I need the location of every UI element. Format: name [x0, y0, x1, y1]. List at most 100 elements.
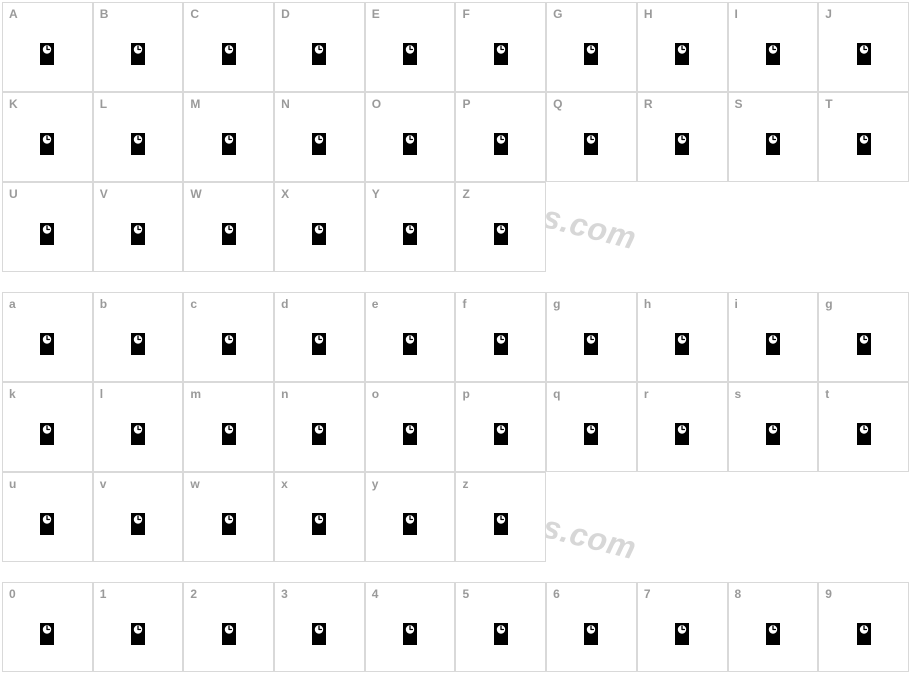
cell-label: y: [372, 477, 379, 491]
glyph-icon: [131, 333, 145, 355]
glyph-cell: P: [455, 92, 546, 182]
glyph-cell: X: [274, 182, 365, 272]
glyph-icon: [131, 623, 145, 645]
glyph-cell: H: [637, 2, 728, 92]
glyph-cell: q: [546, 382, 637, 472]
cell-label: v: [100, 477, 107, 491]
glyph-icon: [40, 133, 54, 155]
grid-section-lowercase: abcdefghigklmnopqrstuvwxyz: [2, 292, 909, 562]
glyph-icon: [131, 513, 145, 535]
glyph-cell: m: [183, 382, 274, 472]
glyph-cell: d: [274, 292, 365, 382]
glyph-icon: [222, 133, 236, 155]
empty-cell: [637, 472, 728, 562]
empty-cell: [728, 472, 819, 562]
glyph-icon: [312, 43, 326, 65]
glyph-icon: [40, 423, 54, 445]
glyph-cell: M: [183, 92, 274, 182]
glyph-icon: [584, 43, 598, 65]
empty-cell: [546, 472, 637, 562]
glyph-cell: L: [93, 92, 184, 182]
glyph-icon: [403, 133, 417, 155]
glyph-icon: [222, 43, 236, 65]
glyph-icon: [403, 43, 417, 65]
glyph-icon: [857, 623, 871, 645]
cell-label: d: [281, 297, 288, 311]
glyph-cell: V: [93, 182, 184, 272]
cell-label: c: [190, 297, 197, 311]
glyph-icon: [131, 423, 145, 445]
glyph-cell: 4: [365, 582, 456, 672]
glyph-cell: J: [818, 2, 909, 92]
glyph-cell: n: [274, 382, 365, 472]
cell-label: 8: [735, 587, 742, 601]
glyph-icon: [766, 333, 780, 355]
glyph-cell: 7: [637, 582, 728, 672]
glyph-cell: B: [93, 2, 184, 92]
cell-label: Q: [553, 97, 562, 111]
glyph-icon: [40, 513, 54, 535]
cell-label: t: [825, 387, 829, 401]
glyph-icon: [675, 43, 689, 65]
glyph-cell: Y: [365, 182, 456, 272]
glyph-cell: z: [455, 472, 546, 562]
glyph-icon: [312, 623, 326, 645]
cell-label: N: [281, 97, 290, 111]
cell-label: o: [372, 387, 379, 401]
glyph-cell: K: [2, 92, 93, 182]
glyph-cell: b: [93, 292, 184, 382]
cell-label: J: [825, 7, 832, 21]
cell-label: T: [825, 97, 832, 111]
glyph-cell: l: [93, 382, 184, 472]
glyph-cell: x: [274, 472, 365, 562]
glyph-icon: [40, 223, 54, 245]
cell-label: p: [462, 387, 469, 401]
cell-label: H: [644, 7, 653, 21]
glyph-icon: [675, 333, 689, 355]
glyph-icon: [584, 333, 598, 355]
cell-label: n: [281, 387, 288, 401]
glyph-cell: I: [728, 2, 819, 92]
glyph-cell: g: [546, 292, 637, 382]
glyph-cell: S: [728, 92, 819, 182]
glyph-cell: y: [365, 472, 456, 562]
glyph-cell: C: [183, 2, 274, 92]
cell-label: q: [553, 387, 560, 401]
glyph-icon: [312, 423, 326, 445]
glyph-icon: [131, 43, 145, 65]
glyph-cell: A: [2, 2, 93, 92]
cell-label: S: [735, 97, 743, 111]
cell-label: 2: [190, 587, 197, 601]
empty-cell: [637, 182, 728, 272]
glyph-cell: o: [365, 382, 456, 472]
glyph-icon: [494, 133, 508, 155]
cell-label: g: [553, 297, 560, 311]
cell-label: h: [644, 297, 651, 311]
cell-label: F: [462, 7, 469, 21]
cell-label: i: [735, 297, 738, 311]
glyph-cell: p: [455, 382, 546, 472]
glyph-cell: r: [637, 382, 728, 472]
glyph-cell: 9: [818, 582, 909, 672]
glyph-icon: [675, 623, 689, 645]
glyph-cell: a: [2, 292, 93, 382]
cell-label: R: [644, 97, 653, 111]
glyph-icon: [222, 513, 236, 535]
glyph-icon: [857, 423, 871, 445]
glyph-icon: [766, 43, 780, 65]
glyph-icon: [222, 223, 236, 245]
glyph-icon: [40, 43, 54, 65]
glyph-icon: [584, 623, 598, 645]
glyph-icon: [675, 133, 689, 155]
cell-label: z: [462, 477, 468, 491]
empty-cell: [728, 182, 819, 272]
glyph-cell: 5: [455, 582, 546, 672]
glyph-icon: [222, 423, 236, 445]
glyph-cell: s: [728, 382, 819, 472]
cell-label: L: [100, 97, 107, 111]
cell-label: l: [100, 387, 103, 401]
glyph-icon: [312, 133, 326, 155]
glyph-cell: D: [274, 2, 365, 92]
glyph-icon: [312, 223, 326, 245]
glyph-cell: U: [2, 182, 93, 272]
